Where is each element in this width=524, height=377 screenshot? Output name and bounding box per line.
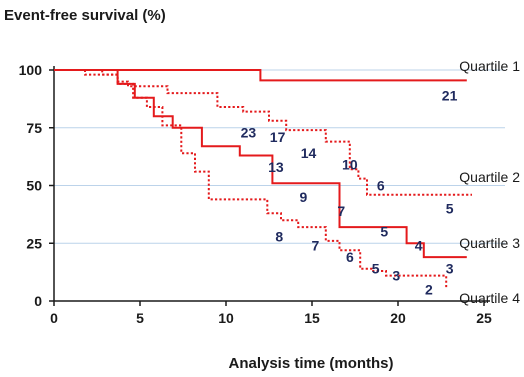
at-risk-number: 8	[275, 228, 283, 244]
at-risk-number: 6	[377, 178, 385, 194]
x-axis-title: Analysis time (months)	[228, 355, 393, 372]
curve-quartile-1	[54, 69, 467, 82]
x-tick-label-10: 10	[218, 310, 234, 326]
y-tick-label-0: 0	[34, 293, 42, 309]
at-risk-number: 7	[312, 238, 320, 254]
x-tick-label-0: 0	[50, 310, 58, 326]
curve-quartile-4	[54, 69, 448, 288]
y-tick-label-100: 100	[19, 62, 43, 78]
at-risk-number: 5	[446, 201, 454, 217]
curve-quartile-2	[54, 69, 472, 196]
series-label-quartile-4: Quartile 4	[459, 290, 520, 306]
at-risk-number: 10	[342, 157, 358, 173]
gridlines	[54, 69, 505, 244]
at-risk-number: 14	[301, 145, 317, 161]
at-risk-number: 23	[241, 124, 257, 140]
y-axis-title: Event-free survival (%)	[4, 7, 166, 24]
series-label-quartile-3: Quartile 3	[459, 235, 520, 251]
quartile-labels: Quartile 1 Quartile 2 Quartile 3 Quartile 4	[459, 58, 520, 306]
y-tick-label-25: 25	[26, 235, 42, 251]
at-risk-number: 6	[346, 249, 354, 265]
at-risk-number: 5	[380, 224, 388, 240]
at-risk-number: 7	[337, 203, 345, 219]
series-label-quartile-1: Quartile 1	[459, 58, 520, 74]
curve-quartile-3	[54, 69, 467, 259]
axes	[49, 66, 490, 306]
x-tick-label-5: 5	[136, 310, 144, 326]
x-tick-label-25: 25	[476, 310, 492, 326]
x-tick-label-20: 20	[390, 310, 406, 326]
at-risk-number: 13	[268, 159, 284, 175]
at-risk-number: 21	[442, 87, 458, 103]
survival-curves	[54, 69, 472, 288]
at-risk-number: 4	[415, 238, 423, 254]
at-risk-number: 3	[446, 261, 454, 277]
at-risk-number: 9	[300, 189, 308, 205]
y-tick-label-50: 50	[26, 178, 42, 194]
x-tick-label-15: 15	[304, 310, 320, 326]
y-tick-label-75: 75	[26, 120, 42, 136]
at-risk-number: 3	[392, 268, 400, 284]
series-label-quartile-2: Quartile 2	[459, 169, 520, 185]
at-risk-number: 5	[372, 261, 380, 277]
at-risk-number: 17	[270, 129, 286, 145]
at-risk-number: 2	[425, 281, 433, 297]
